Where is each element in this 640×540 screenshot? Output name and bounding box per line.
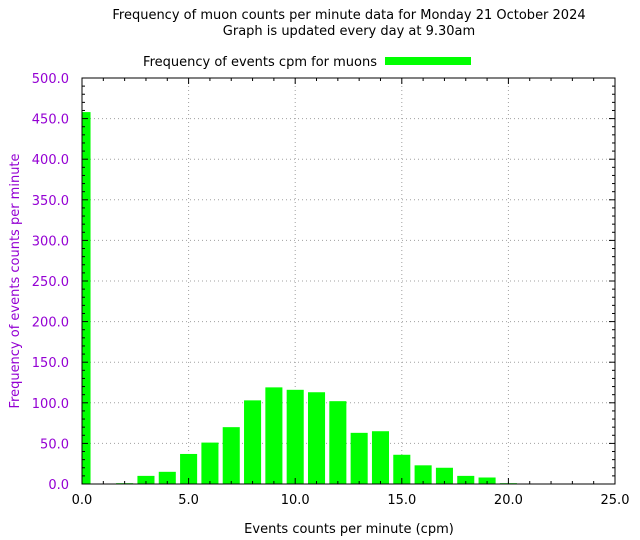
y-tick-label: 100.0 [32, 397, 69, 412]
x-tick-label: 5.0 [178, 493, 199, 508]
bar [180, 453, 198, 484]
y-tick-label: 500.0 [32, 72, 69, 87]
y-tick-labels: 0.0 50.0 100.0 150.0 200.0 250.0 300.0 350.0 400… [32, 72, 69, 493]
y-tick-label: 250.0 [32, 275, 69, 290]
x-tick-label: 20.0 [494, 493, 523, 508]
legend-swatch [385, 57, 471, 65]
bar [414, 465, 432, 484]
x-tick-label: 25.0 [601, 493, 630, 508]
bar [457, 475, 475, 484]
y-tick-label: 300.0 [32, 234, 69, 249]
chart-subtitle: Graph is updated every day at 9.30am [223, 24, 475, 39]
y-axis-label: Frequency of events counts per minute [8, 153, 23, 408]
y-tick-label: 150.0 [32, 356, 69, 371]
bar [435, 467, 453, 484]
y-tick-label: 400.0 [32, 153, 69, 168]
bar [82, 112, 91, 484]
chart-title: Frequency of muon counts per minute data… [112, 8, 585, 23]
plot-frame [81, 77, 616, 485]
x-tick-label: 10.0 [281, 493, 310, 508]
bar [286, 389, 304, 484]
bar [393, 454, 411, 484]
bar [329, 401, 347, 484]
y-tick-label: 0.0 [48, 478, 69, 493]
bars-group [82, 112, 517, 485]
bar [244, 400, 262, 484]
bar [137, 475, 155, 484]
x-tick-label: 0.0 [72, 493, 93, 508]
bar [158, 471, 176, 484]
bar [222, 427, 240, 484]
bar [201, 442, 219, 484]
bar [350, 432, 368, 484]
legend: Frequency of events cpm for muons [143, 55, 471, 70]
y-tick-label: 50.0 [40, 437, 69, 452]
bar [478, 477, 496, 484]
x-tick-labels: 0.0 5.0 10.0 15.0 20.0 25.0 [72, 493, 630, 508]
y-tick-label: 200.0 [32, 316, 69, 331]
bar [307, 392, 326, 484]
y-tick-label: 450.0 [32, 113, 69, 128]
axes-group [81, 77, 616, 485]
grid-lines [82, 78, 615, 484]
legend-label: Frequency of events cpm for muons [143, 55, 377, 70]
bar [265, 387, 283, 484]
y-tick-label: 350.0 [32, 194, 69, 209]
x-tick-label: 15.0 [387, 493, 416, 508]
x-axis-label: Events counts per minute (cpm) [244, 522, 454, 537]
bar [371, 431, 390, 484]
